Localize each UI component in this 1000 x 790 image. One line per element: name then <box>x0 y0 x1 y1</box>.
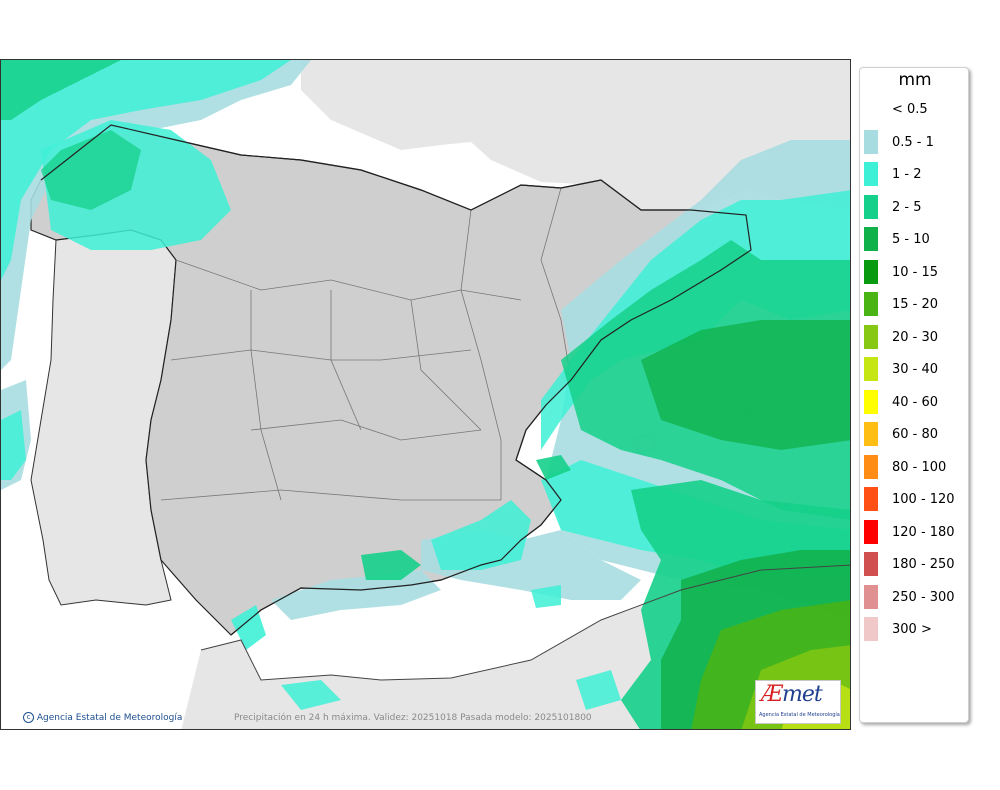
legend-item: 10 - 15 <box>864 259 968 284</box>
legend-label: 60 - 80 <box>892 427 939 442</box>
credit-text: Agencia Estatal de Meteorología <box>36 713 183 723</box>
legend-swatch <box>864 227 878 251</box>
region-borders <box>160 187 572 501</box>
legend-label: 15 - 20 <box>892 297 939 312</box>
legend-item: 30 - 40 <box>864 357 968 381</box>
legend-item: 80 - 100 <box>864 454 968 479</box>
legend-swatch <box>864 162 878 186</box>
legend-swatch <box>864 617 878 641</box>
legend-label: 120 - 180 <box>892 524 955 540</box>
legend-label: 250 - 300 <box>892 589 955 605</box>
legend-swatch <box>864 259 878 284</box>
legend-label: 180 - 250 <box>892 557 955 572</box>
legend-item: 20 - 30 <box>864 324 968 349</box>
legend-item: 15 - 20 <box>864 292 968 316</box>
legend-item: 1 - 2 <box>864 162 968 186</box>
map-canvas <box>1 60 850 729</box>
map-caption: Precipitación en 24 h máxima. Validez: 2… <box>234 713 592 723</box>
legend-label: 40 - 60 <box>892 394 939 410</box>
legend-swatch <box>864 487 878 511</box>
legend-item: 0.5 - 1 <box>864 129 968 154</box>
legend-item: 100 - 120 <box>864 487 968 511</box>
legend-unit: mm <box>898 70 932 90</box>
legend-swatch <box>864 389 878 414</box>
precipitation-legend: mm < 0.5 0.5 - 1 1 - 2 2 - 5 5 - 10 10 - 15 15… <box>859 67 969 723</box>
legend-label: 20 - 30 <box>892 329 939 345</box>
legend-item: 40 - 60 <box>864 389 968 414</box>
legend-item: 2 - 5 <box>864 194 968 219</box>
france-land <box>301 60 850 220</box>
aemet-credit: c Agencia Estatal de Meteorología <box>23 712 182 723</box>
legend-swatch <box>864 97 878 121</box>
legend-swatch <box>864 552 878 576</box>
legend-swatch <box>864 422 878 446</box>
legend-label: 300 > <box>892 622 932 637</box>
legend-item: 120 - 180 <box>864 519 968 544</box>
legend-label: 0.5 - 1 <box>892 134 934 150</box>
legend-label: 1 - 2 <box>892 167 922 182</box>
legend-label: 5 - 10 <box>892 232 930 247</box>
precipitation-map: c Agencia Estatal de Meteorología Precip… <box>0 59 851 730</box>
legend-item: < 0.5 <box>864 97 968 121</box>
legend-label: < 0.5 <box>892 102 928 117</box>
legend-swatch <box>864 194 878 219</box>
legend-swatch <box>864 357 878 381</box>
legend-label: 2 - 5 <box>892 199 922 215</box>
legend-item: 180 - 250 <box>864 552 968 576</box>
legend-swatch <box>864 584 878 609</box>
aemet-logo: Æmet Agencia Estatal de Meteorología <box>755 680 841 724</box>
legend-label: 10 - 15 <box>892 264 939 280</box>
aemet-logo-word: Æmet <box>761 682 823 707</box>
africa-coastline <box>200 564 850 681</box>
aemet-logo-subtitle: Agencia Estatal de Meteorología <box>759 712 840 718</box>
legend-label: 30 - 40 <box>892 362 939 377</box>
spain-coastline <box>40 124 752 636</box>
legend-swatch <box>864 292 878 316</box>
legend-item: 300 > <box>864 617 968 641</box>
copyright-icon: c <box>23 712 34 723</box>
legend-item: 5 - 10 <box>864 227 968 251</box>
legend-item: 60 - 80 <box>864 422 968 446</box>
legend-swatch <box>864 129 878 154</box>
legend-swatch <box>864 454 878 479</box>
legend-item: 250 - 300 <box>864 584 968 609</box>
legend-label: 80 - 100 <box>892 459 947 475</box>
legend-swatch <box>864 324 878 349</box>
legend-swatch <box>864 519 878 544</box>
legend-label: 100 - 120 <box>892 492 955 507</box>
